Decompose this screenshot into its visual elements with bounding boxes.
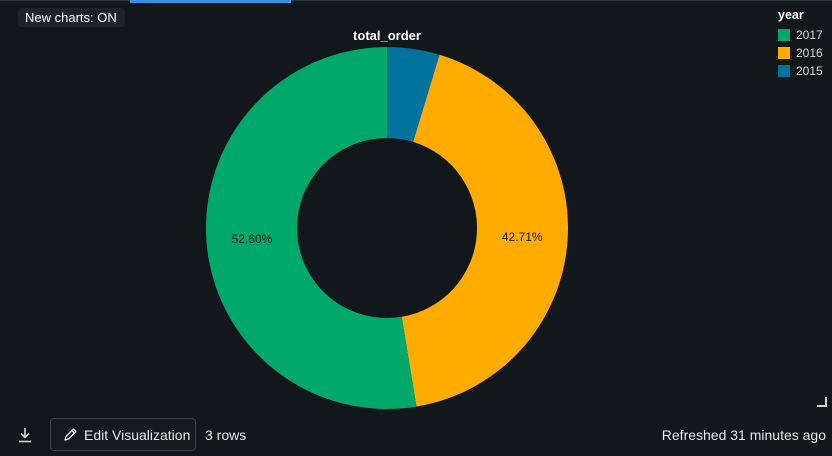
new-charts-toggle[interactable]: New charts: ON <box>18 8 125 27</box>
visualization-footer: Edit Visualization 3 rows Refreshed 31 m… <box>0 418 832 454</box>
legend-swatch <box>778 47 790 59</box>
chart-legend: year 2017 2016 2015 <box>778 8 823 80</box>
legend-item-2017[interactable]: 2017 <box>778 26 823 44</box>
edit-visualization-label: Edit Visualization <box>84 426 191 443</box>
legend-item-2015[interactable]: 2015 <box>778 62 823 80</box>
slice-labels: 42.71% 52.60% <box>232 230 543 246</box>
edit-visualization-button[interactable]: Edit Visualization <box>50 418 196 451</box>
panel-top-border <box>0 0 832 5</box>
legend-label: 2016 <box>796 46 823 60</box>
legend-label: 2015 <box>796 64 823 78</box>
slice-label-2016: 42.71% <box>502 230 543 244</box>
download-icon[interactable] <box>16 426 34 444</box>
legend-item-2016[interactable]: 2016 <box>778 44 823 62</box>
legend-label: 2017 <box>796 28 823 42</box>
slice-label-2017: 52.60% <box>232 232 273 246</box>
active-tab-indicator <box>130 0 291 3</box>
row-count: 3 rows <box>205 427 247 443</box>
pie-slice-2017[interactable] <box>206 47 417 409</box>
refreshed-status: Refreshed 31 minutes ago <box>661 427 826 443</box>
donut-chart: total_order 42.71% 52.60% <box>206 28 569 409</box>
legend-swatch <box>778 29 790 41</box>
pie-slices <box>206 47 569 409</box>
pencil-icon <box>64 428 77 441</box>
pie-slice-2015[interactable] <box>387 47 440 142</box>
legend-swatch <box>778 65 790 77</box>
legend-title: year <box>778 8 804 22</box>
pie-slice-2016[interactable] <box>401 54 569 407</box>
chart-title: total_order <box>353 28 421 43</box>
resize-handle-icon[interactable] <box>817 397 827 407</box>
